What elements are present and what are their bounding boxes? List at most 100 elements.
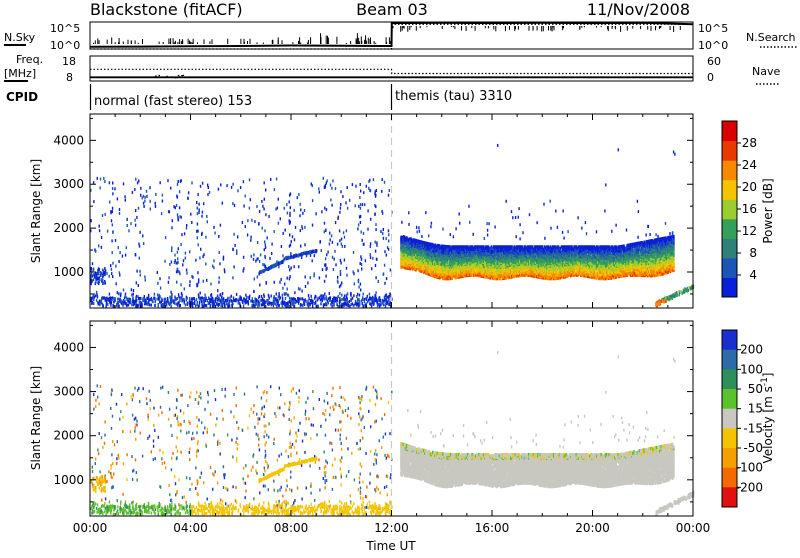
echo-cell	[160, 287, 161, 290]
echo-cell	[181, 179, 182, 182]
echo-cell	[98, 267, 99, 270]
echo-cell	[389, 293, 390, 296]
echo-cell	[229, 297, 230, 300]
echo-cell	[164, 305, 165, 308]
echo-cell	[93, 278, 94, 281]
echo-cell	[174, 261, 175, 264]
echo-cell	[386, 277, 387, 280]
echo-cell	[309, 251, 310, 254]
echo-cell	[217, 289, 218, 292]
echo-cell	[233, 299, 234, 302]
echo-cell	[329, 232, 330, 235]
echo-cell	[126, 298, 127, 301]
echo-cell	[169, 263, 170, 266]
echo-cell	[218, 235, 219, 238]
echo-cell	[257, 241, 258, 244]
echo-cell	[185, 252, 186, 255]
echo-cell	[373, 302, 374, 305]
echo-cell	[111, 298, 112, 301]
echo-cell	[171, 249, 172, 252]
echo-cell	[110, 298, 111, 301]
echo-cell	[344, 259, 345, 262]
echo-cell	[132, 191, 133, 194]
echo-cell	[299, 288, 300, 291]
echo-cell	[112, 230, 113, 233]
echo-cell	[360, 183, 361, 186]
echo-cell	[232, 248, 233, 251]
echo-cell	[320, 302, 321, 305]
echo-cell	[179, 296, 180, 299]
echo-cell	[253, 253, 254, 256]
echo-cell	[331, 187, 332, 190]
echo-cell	[137, 181, 138, 184]
echo-cell	[102, 214, 103, 217]
echo-cell	[211, 293, 212, 296]
echo-cell	[111, 219, 112, 222]
echo-cell	[352, 302, 353, 305]
echo-cell	[279, 304, 280, 307]
echo-cell	[138, 243, 139, 246]
echo-cell	[151, 298, 152, 301]
echo-cell	[251, 219, 252, 222]
echo-cell	[170, 302, 171, 305]
echo-cell	[179, 206, 180, 209]
echo-cell	[390, 301, 391, 304]
echo-cell	[208, 302, 209, 305]
frequency-blip	[177, 77, 179, 78]
echo-cell	[370, 218, 371, 221]
echo-cell	[324, 207, 325, 210]
echo-cell	[215, 300, 216, 303]
echo-cell	[388, 300, 389, 303]
echo-cell	[125, 254, 126, 257]
echo-cell	[273, 297, 274, 300]
echo-cell	[340, 284, 341, 287]
echo-cell	[265, 246, 266, 249]
echo-cell	[265, 243, 266, 246]
echo-cell	[116, 304, 117, 307]
echo-cell	[155, 202, 156, 205]
echo-cell	[382, 178, 383, 181]
echo-cell	[268, 215, 269, 218]
echo-cell	[327, 251, 328, 254]
echo-cell	[177, 257, 178, 260]
echo-cell	[349, 300, 350, 303]
echo-cell	[179, 299, 180, 302]
echo-cell	[254, 305, 255, 308]
cpid-segment-2: themis (tau) 3310	[395, 89, 512, 104]
echo-cell	[191, 297, 192, 300]
echo-cell	[370, 189, 371, 192]
echo-cell	[245, 225, 246, 228]
echo-cell	[364, 203, 365, 206]
echo-cell	[353, 251, 354, 254]
echo-cell	[227, 299, 228, 302]
echo-cell	[301, 256, 302, 259]
echo-cell	[330, 296, 331, 299]
echo-cell	[200, 297, 201, 300]
echo-cell	[126, 303, 127, 306]
echo-cell	[374, 299, 375, 302]
echo-cell	[151, 304, 152, 307]
frequency-tick-bottom: 8	[66, 71, 73, 84]
echo-cell	[136, 270, 137, 273]
echo-cell	[385, 294, 386, 297]
echo-cell	[348, 304, 349, 307]
frequency-blip	[168, 77, 170, 78]
echo-cell	[305, 251, 306, 254]
echo-cell	[157, 271, 158, 274]
echo-cell	[325, 185, 326, 188]
echo-cell	[285, 292, 286, 295]
echo-cell	[138, 284, 139, 287]
echo-cell	[251, 255, 252, 258]
echo-cell	[317, 305, 318, 308]
echo-cell	[284, 283, 285, 286]
echo-cell	[119, 212, 120, 215]
echo-cell	[383, 303, 384, 306]
echo-cell	[132, 296, 133, 299]
echo-cell	[136, 299, 137, 302]
echo-cell	[278, 198, 279, 201]
echo-cell	[314, 250, 315, 253]
echo-cell	[341, 298, 342, 301]
echo-cell	[100, 178, 101, 181]
echo-cell	[375, 223, 376, 226]
echo-cell	[184, 287, 185, 290]
